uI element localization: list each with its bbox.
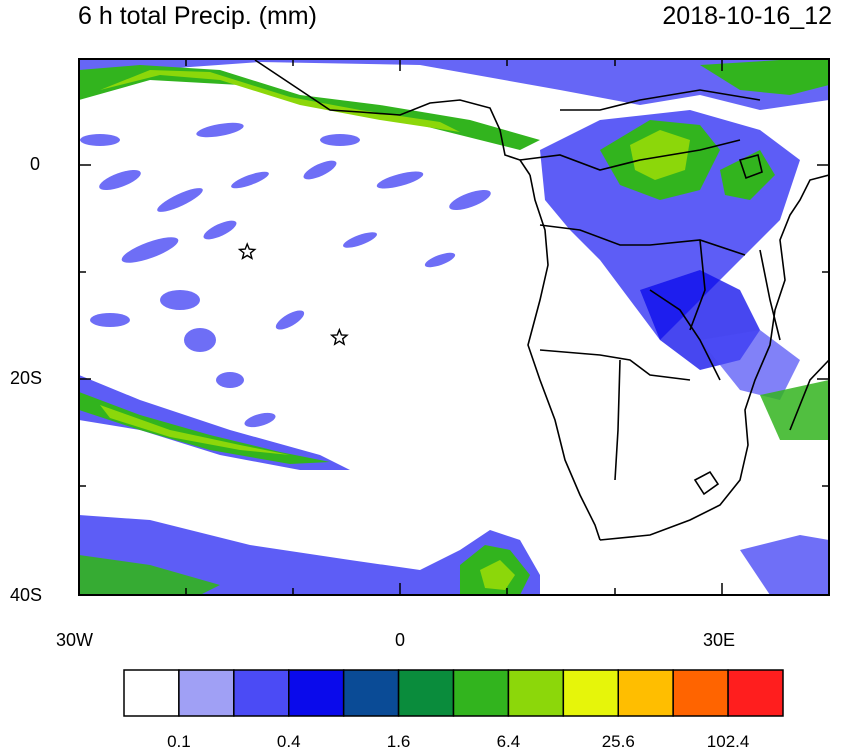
colorbar-swatch-4 bbox=[342, 669, 400, 717]
y-label-0: 0 bbox=[30, 154, 41, 174]
lesotho bbox=[693, 470, 720, 496]
colorbar-swatch-11 bbox=[727, 669, 784, 717]
precip-front-band bbox=[79, 375, 350, 470]
precip-field bbox=[79, 60, 829, 595]
x-label-30e: 30E bbox=[703, 630, 736, 650]
border-1 bbox=[519, 139, 741, 171]
african-south-east-coast bbox=[599, 174, 829, 541]
tick-marks bbox=[79, 59, 829, 595]
border-4 bbox=[614, 359, 621, 481]
star-marker-0 bbox=[237, 242, 257, 260]
map-title: 6 h total Precip. (mm) bbox=[78, 2, 317, 30]
station-markers bbox=[237, 242, 349, 346]
y-label-20s: 20S bbox=[10, 368, 43, 388]
colorbar-swatch-9 bbox=[617, 669, 674, 717]
colorbar-swatch-7 bbox=[507, 669, 565, 717]
west-africa-coast bbox=[254, 59, 531, 176]
border-2 bbox=[539, 224, 746, 256]
border-5 bbox=[649, 289, 721, 381]
madagascar bbox=[789, 359, 829, 431]
colorbar-swatch-3 bbox=[288, 669, 345, 717]
colorbar-label-2: 1.6 bbox=[386, 732, 411, 751]
y-label-40s: 40S bbox=[10, 585, 43, 605]
colorbar-swatch-1 bbox=[178, 669, 235, 717]
precip-mozambique bbox=[700, 330, 800, 400]
border-7 bbox=[689, 239, 706, 331]
border-8 bbox=[759, 249, 781, 341]
colorbar-swatch-6 bbox=[452, 669, 510, 717]
precip-southern-cyclone bbox=[79, 515, 540, 595]
x-label-30w: 30W bbox=[56, 630, 94, 650]
precip-itcz-band-north bbox=[700, 60, 829, 95]
precip-itcz-band-core bbox=[100, 70, 460, 132]
precip-lakes-green bbox=[720, 150, 775, 200]
colorbar-swatch-10 bbox=[672, 669, 729, 717]
colorbar-label-1: 0.4 bbox=[276, 732, 301, 751]
star-marker-1 bbox=[329, 327, 349, 346]
colorbar bbox=[123, 669, 784, 717]
colorbar-swatch-5 bbox=[397, 669, 455, 717]
colorbar-swatch-2 bbox=[233, 669, 290, 717]
precip-sw-corner bbox=[79, 555, 220, 595]
colorbar-label-0: 0.1 bbox=[167, 732, 191, 751]
precip-scattered-showers bbox=[80, 122, 491, 428]
coastlines bbox=[254, 59, 829, 541]
precip-southern-cyclone-core bbox=[480, 560, 515, 590]
precip-se-corner bbox=[740, 535, 829, 595]
colorbar-swatch-0 bbox=[123, 669, 180, 717]
lake-victoria bbox=[738, 154, 763, 180]
map-date: 2018-10-16_12 bbox=[662, 2, 832, 30]
border-3 bbox=[539, 349, 691, 381]
colorbar-label-5: 102.4 bbox=[706, 732, 750, 751]
colorbar-swatch-8 bbox=[562, 669, 619, 717]
precip-itcz-band-green bbox=[79, 65, 540, 150]
precip-itcz-band bbox=[79, 60, 829, 110]
plot-frame bbox=[78, 58, 830, 596]
x-label-0: 0 bbox=[395, 630, 406, 650]
precip-congo-core bbox=[630, 130, 690, 180]
border-6 bbox=[560, 89, 761, 111]
colorbar-label-3: 6.4 bbox=[496, 732, 521, 751]
precip-sw-indian bbox=[760, 380, 829, 440]
colorbar-label-4: 25.6 bbox=[601, 732, 635, 751]
